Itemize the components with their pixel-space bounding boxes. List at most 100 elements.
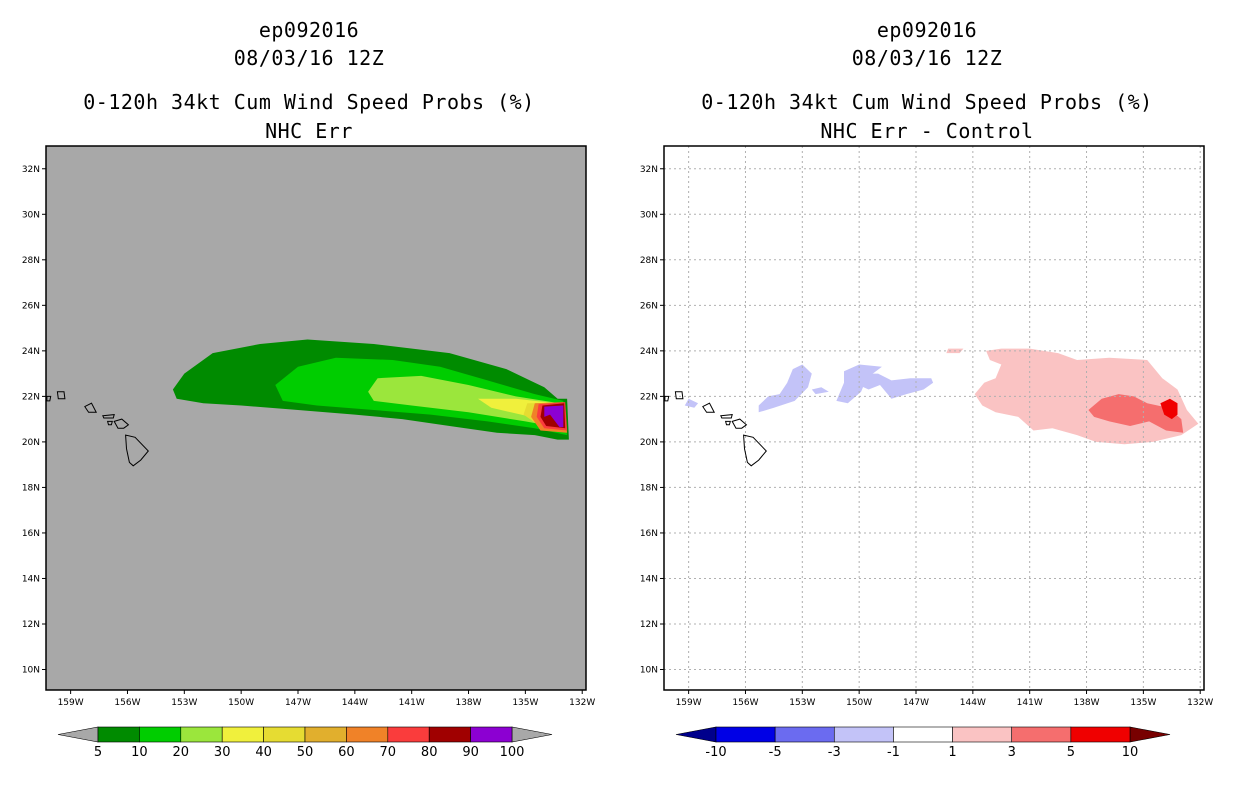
colorbar-swatch: [387, 726, 430, 743]
y-tick-label: 12N: [22, 620, 40, 630]
y-axis: 10N 12N 14N 16N 18N 20N 22N 24N 26N 28N 30N 32N: [22, 165, 46, 676]
colorbar-label: -3: [828, 745, 841, 760]
panel-subtitle: NHC Err - Control: [820, 119, 1034, 143]
x-tick-label: 147W: [903, 698, 929, 708]
colorbar-label: 80: [421, 745, 438, 760]
x-tick-label: 144W: [342, 698, 368, 708]
product-title: 0-120h 34kt Cum Wind Speed Probs (%): [701, 90, 1153, 114]
colorbar-label: 40: [255, 745, 272, 760]
colorbar-label: 60: [338, 745, 355, 760]
colorbar-swatch: [893, 726, 953, 743]
colorbar-swatch: [180, 726, 223, 743]
colorbar-swatch: [428, 726, 471, 743]
contour--3: [758, 364, 812, 413]
colorbar-swatch: [774, 726, 835, 743]
colorbar-label: 70: [380, 745, 397, 760]
map-frame: [663, 145, 1205, 691]
colorbar-label: 3: [1008, 745, 1016, 760]
colorbar-end-high: [1129, 726, 1171, 743]
y-tick-label: 30N: [22, 210, 40, 220]
y-tick-label: 16N: [640, 529, 658, 539]
colorbar-swatch: [470, 726, 513, 743]
island-outline: [724, 420, 731, 426]
island-outline: [743, 434, 767, 467]
island-outline: [113, 418, 130, 429]
y-tick-label: 18N: [640, 483, 658, 493]
storm-id: ep092016: [876, 18, 978, 42]
forecast-datetime: 08/03/16 12Z: [851, 46, 1003, 70]
y-tick-label: 14N: [640, 574, 658, 584]
contour--3: [853, 373, 934, 399]
y-tick-label: 26N: [22, 301, 40, 311]
y-axis: 10N 12N 14N 16N 18N 20N 22N 24N 26N 28N 30N 32N: [640, 165, 664, 676]
x-tick-label: 141W: [1017, 698, 1043, 708]
grid-lines: [664, 146, 1204, 690]
colorbar-label: 5: [1067, 745, 1075, 760]
y-tick-label: 12N: [640, 620, 658, 630]
panel-nhc-err: ep092016 08/03/16 12Z 0-120h 34kt Cum Wi…: [22, 18, 596, 760]
y-tick-label: 20N: [640, 438, 658, 448]
colorbar-label: -5: [769, 745, 782, 760]
colorbar: -10 -5 -3 -1 1 3 5 10: [675, 726, 1171, 760]
panel-subtitle: NHC Err: [265, 119, 353, 143]
colorbar-swatch: [715, 726, 776, 743]
x-axis: 159W 156W 153W 150W 147W 144W 141W 138W 135W 132W: [676, 690, 1213, 708]
x-tick-label: 138W: [455, 698, 481, 708]
colorbar-label: 10: [131, 745, 148, 760]
island-outline: [102, 414, 115, 419]
island-outline: [106, 420, 113, 426]
y-tick-label: 30N: [640, 210, 658, 220]
x-tick-label: 150W: [846, 698, 872, 708]
y-tick-label: 28N: [22, 256, 40, 266]
difference-map: 159W 156W 153W 150W 147W 144W 141W 138W 135W 132W…: [640, 145, 1213, 760]
y-tick-label: 32N: [640, 165, 658, 175]
x-tick-label: 132W: [569, 698, 595, 708]
colorbar-label: 100: [500, 745, 525, 760]
colorbar-label: 30: [214, 745, 231, 760]
probability-map: 159W 156W 153W 150W 147W 144W 141W 138W 135W 132W…: [22, 145, 595, 760]
x-tick-label: 135W: [512, 698, 538, 708]
island-outline: [731, 418, 748, 429]
y-tick-label: 24N: [22, 347, 40, 357]
x-tick-label: 141W: [399, 698, 425, 708]
y-tick-label: 24N: [640, 347, 658, 357]
x-tick-label: 147W: [285, 698, 311, 708]
colorbar-label: 20: [173, 745, 190, 760]
x-tick-label: 159W: [58, 698, 84, 708]
colorbar-swatch: [139, 726, 182, 743]
contour--3: [684, 398, 699, 408]
y-tick-label: 14N: [22, 574, 40, 584]
colorbar-label: 1: [948, 745, 956, 760]
colorbar-swatch: [833, 726, 894, 743]
y-tick-label: 10N: [22, 666, 40, 676]
colorbar-swatch: [263, 726, 306, 743]
map-frame: [45, 145, 587, 691]
coastline: [46, 391, 149, 467]
product-title: 0-120h 34kt Cum Wind Speed Probs (%): [83, 90, 535, 114]
y-tick-label: 22N: [22, 392, 40, 402]
contour-3: [1088, 394, 1184, 433]
colorbar-swatch: [304, 726, 347, 743]
colorbar-end-low: [675, 726, 717, 743]
x-tick-label: 153W: [789, 698, 815, 708]
x-axis: 159W 156W 153W 150W 147W 144W 141W 138W 135W 132W: [58, 690, 595, 708]
x-tick-label: 156W: [732, 698, 758, 708]
island-outline: [46, 395, 52, 402]
island-outline: [720, 414, 733, 419]
colorbar-end-high: [511, 726, 553, 743]
colorbar-label: 5: [94, 745, 102, 760]
x-tick-label: 156W: [114, 698, 140, 708]
x-tick-label: 138W: [1073, 698, 1099, 708]
contour-20: [368, 375, 564, 429]
colorbar-label: 50: [297, 745, 314, 760]
x-tick-label: 159W: [676, 698, 702, 708]
colorbar-label: 10: [1122, 745, 1139, 760]
contour-5: [1160, 398, 1178, 420]
colorbar: 5 10 20 30 40 50 60 70 80 90 100: [57, 726, 553, 760]
contour-layer: [172, 339, 569, 440]
forecast-datetime: 08/03/16 12Z: [233, 46, 385, 70]
coastline: [664, 391, 767, 467]
x-tick-label: 153W: [171, 698, 197, 708]
contour--3: [811, 387, 829, 395]
colorbar-label: -1: [887, 745, 900, 760]
